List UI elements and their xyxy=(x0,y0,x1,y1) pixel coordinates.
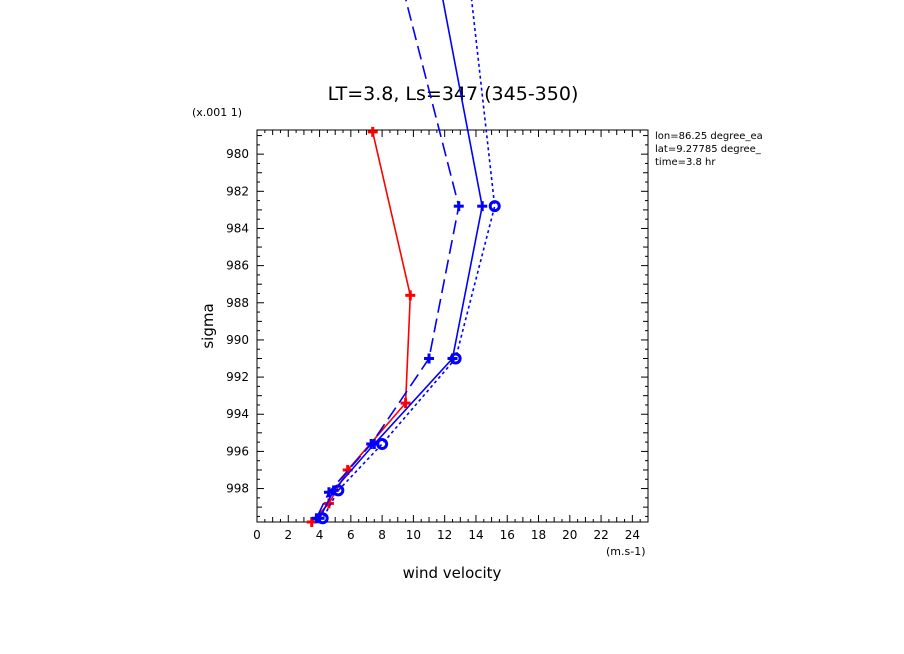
annotation-time: time=3.8 hr xyxy=(655,157,716,168)
x-tick-label: 24 xyxy=(625,528,640,542)
y-axis-label: sigma xyxy=(199,303,217,348)
series-3 xyxy=(316,0,501,525)
series-line xyxy=(315,0,460,519)
x-axis-label: wind velocity xyxy=(403,564,502,582)
x-tick-label: 4 xyxy=(316,528,324,542)
x-tick-label: 2 xyxy=(284,528,292,542)
y-tick-label: 998 xyxy=(226,482,249,496)
x-tick-label: 6 xyxy=(347,528,355,542)
data-point xyxy=(376,437,389,450)
plot-frame xyxy=(256,129,649,523)
data-point xyxy=(488,200,501,213)
x-tick-label: 10 xyxy=(406,528,421,542)
series-2 xyxy=(314,0,488,524)
y-tick-label: 992 xyxy=(226,370,249,384)
chart-title: LT=3.8, Ls=347 (345-350) xyxy=(328,83,579,105)
y-tick-label: 982 xyxy=(226,184,249,198)
y-tick-label: 988 xyxy=(226,296,249,310)
data-point xyxy=(400,398,411,409)
y-scale-note: (x.001 1) xyxy=(192,106,242,119)
x-tick-label: 16 xyxy=(500,528,515,542)
y-tick-label: 980 xyxy=(226,147,249,161)
annotation-lat: lat=9.27785 degree_ xyxy=(655,144,762,155)
data-point xyxy=(449,352,462,365)
annotation-lon: lon=86.25 degree_ea xyxy=(655,131,763,142)
series-line xyxy=(311,131,412,523)
x-tick-label: 18 xyxy=(531,528,546,542)
data-point xyxy=(477,201,488,212)
y-tick-label: 996 xyxy=(226,444,249,458)
x-tick-label: 22 xyxy=(593,528,608,542)
series-layer xyxy=(306,0,501,527)
y-axis: 980 982 984 986 988 990 992 994 996 998 xyxy=(226,135,648,517)
data-point xyxy=(332,484,345,497)
data-point xyxy=(453,201,464,212)
x-tick-label: 14 xyxy=(468,528,483,542)
series-line xyxy=(318,0,484,519)
y-tick-label: 990 xyxy=(226,333,249,347)
x-tick-label: 12 xyxy=(437,528,452,542)
x-units-label: (m.s-1) xyxy=(606,545,646,558)
data-point xyxy=(367,126,378,137)
annotation-block: lon=86.25 degree_ea lat=9.27785 degree_ … xyxy=(655,131,763,168)
x-tick-label: 0 xyxy=(253,528,261,542)
y-tick-label: 986 xyxy=(226,259,249,273)
y-tick-label: 994 xyxy=(226,407,249,421)
x-tick-label: 8 xyxy=(378,528,386,542)
data-point xyxy=(424,353,435,364)
x-axis: 0 2 4 6 8 10 12 14 16 18 20 22 24 xyxy=(253,130,641,542)
x-tick-label: 20 xyxy=(562,528,577,542)
data-point xyxy=(405,290,416,301)
data-point xyxy=(316,512,329,525)
series-line xyxy=(322,0,496,519)
y-tick-label: 984 xyxy=(226,221,249,235)
